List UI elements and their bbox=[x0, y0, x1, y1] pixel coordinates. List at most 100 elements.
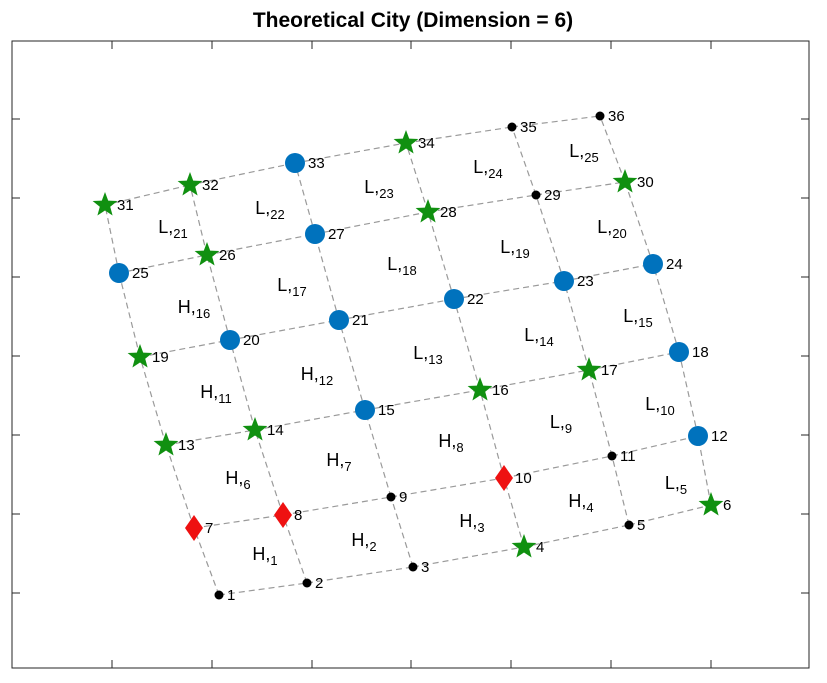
cell-label-L21: L,21 bbox=[158, 217, 187, 241]
cell-letter: L, bbox=[665, 473, 680, 493]
edge-h-23-24 bbox=[563, 263, 654, 282]
edge-v-29-35 bbox=[511, 126, 537, 196]
cell-letter: L, bbox=[413, 343, 428, 363]
edge-h-29-30 bbox=[535, 181, 626, 196]
node-19-star: 19 bbox=[127, 344, 169, 368]
cell-subscript: 25 bbox=[584, 150, 598, 165]
edge-v-17-23 bbox=[563, 280, 590, 371]
edge-v-6-12 bbox=[697, 435, 712, 506]
dot-marker bbox=[624, 520, 634, 530]
node-label: 10 bbox=[515, 470, 532, 487]
cell-letter: L, bbox=[550, 412, 565, 432]
diamond-marker bbox=[274, 502, 292, 528]
node-label: 7 bbox=[205, 520, 213, 537]
node-31-star: 31 bbox=[92, 192, 134, 216]
dot-marker bbox=[302, 578, 312, 588]
node-label: 24 bbox=[666, 256, 683, 273]
cell-subscript: 9 bbox=[565, 421, 572, 436]
node-14-star: 14 bbox=[242, 417, 284, 441]
edge-h-26-27 bbox=[206, 233, 316, 256]
node-32-star: 32 bbox=[177, 172, 219, 196]
cell-label-L23: L,23 bbox=[364, 177, 393, 201]
edge-v-5-11 bbox=[611, 455, 630, 526]
node-label: 23 bbox=[577, 273, 594, 290]
node-label: 15 bbox=[378, 402, 395, 419]
dot-marker bbox=[386, 492, 396, 502]
star-marker bbox=[576, 357, 602, 381]
edge-v-23-29 bbox=[535, 194, 565, 282]
node-1-dot: 1 bbox=[214, 587, 235, 604]
cell-subscript: 8 bbox=[456, 440, 463, 455]
star-marker bbox=[127, 344, 153, 368]
edge-v-10-16 bbox=[479, 389, 505, 479]
cell-label-L9: L,9 bbox=[550, 412, 572, 436]
node-33-circle: 33 bbox=[285, 153, 325, 173]
edge-v-21-27 bbox=[314, 233, 340, 321]
cell-subscript: 17 bbox=[292, 284, 306, 299]
cell-label-L18: L,18 bbox=[387, 254, 416, 278]
cell-label-H4: H,4 bbox=[568, 491, 593, 515]
node-label: 5 bbox=[637, 517, 645, 534]
node-30-star: 30 bbox=[612, 169, 654, 193]
star-marker bbox=[612, 169, 638, 193]
cell-label-L15: L,15 bbox=[623, 306, 652, 330]
node-5-dot: 5 bbox=[624, 517, 645, 534]
cell-letter: L, bbox=[597, 217, 612, 237]
cell-letter: H, bbox=[252, 544, 270, 564]
cell-letter: L, bbox=[524, 325, 539, 345]
circle-marker bbox=[355, 400, 375, 420]
circle-marker bbox=[285, 153, 305, 173]
edge-v-25-31 bbox=[104, 204, 120, 274]
cell-label-L19: L,19 bbox=[500, 237, 529, 261]
edge-h-31-32 bbox=[104, 184, 191, 206]
cell-letter: L, bbox=[387, 254, 402, 274]
cell-subscript: 2 bbox=[369, 539, 376, 554]
node-34-star: 34 bbox=[393, 130, 435, 154]
node-label: 28 bbox=[440, 204, 457, 221]
cell-subscript: 5 bbox=[680, 482, 687, 497]
node-label: 35 bbox=[520, 119, 537, 136]
dot-marker bbox=[607, 451, 617, 461]
node-label: 26 bbox=[219, 247, 236, 264]
cell-subscript: 23 bbox=[379, 186, 393, 201]
edge-h-22-23 bbox=[453, 280, 565, 300]
star-marker bbox=[415, 199, 441, 223]
edge-v-14-20 bbox=[229, 339, 256, 431]
node-label: 12 bbox=[711, 428, 728, 445]
cell-subscript: 24 bbox=[488, 166, 502, 181]
node-label: 32 bbox=[202, 177, 219, 194]
cell-letter: H, bbox=[225, 468, 243, 488]
node-2-dot: 2 bbox=[302, 575, 323, 592]
dot-marker bbox=[507, 122, 517, 132]
node-28-star: 28 bbox=[415, 199, 457, 223]
diamond-marker bbox=[185, 515, 203, 541]
star-marker bbox=[698, 492, 724, 516]
edge-h-35-36 bbox=[511, 115, 601, 128]
edge-v-26-32 bbox=[189, 184, 208, 256]
star-marker bbox=[242, 417, 268, 441]
edge-v-9-15 bbox=[364, 409, 392, 498]
edge-h-33-34 bbox=[294, 142, 407, 164]
edge-h-3-4 bbox=[412, 546, 525, 568]
cell-letter: H, bbox=[459, 511, 477, 531]
cell-letter: H, bbox=[200, 382, 218, 402]
dot-marker bbox=[531, 190, 541, 200]
node-16-star: 16 bbox=[467, 377, 509, 401]
cell-label-L10: L,10 bbox=[645, 394, 674, 418]
node-label: 25 bbox=[132, 265, 149, 282]
node-label: 9 bbox=[399, 489, 407, 506]
cell-label-H1: H,1 bbox=[252, 544, 277, 568]
star-marker bbox=[511, 534, 537, 558]
node-25-circle: 25 bbox=[109, 263, 149, 283]
node-label: 14 bbox=[267, 422, 284, 439]
dot-marker bbox=[214, 590, 224, 600]
cell-subscript: 4 bbox=[586, 500, 593, 515]
node-label: 22 bbox=[467, 291, 484, 308]
cell-subscript: 10 bbox=[660, 403, 674, 418]
edge-h-10-11 bbox=[503, 455, 613, 479]
edge-v-12-18 bbox=[678, 351, 699, 437]
node-label: 4 bbox=[536, 539, 544, 556]
cell-subscript: 11 bbox=[218, 391, 232, 406]
edge-v-1-7 bbox=[193, 527, 220, 596]
star-marker bbox=[467, 377, 493, 401]
